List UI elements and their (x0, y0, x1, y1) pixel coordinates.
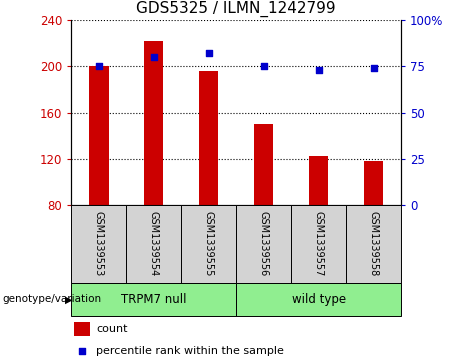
Point (95, 63, 103, 69)
Point (315, 67, 322, 73)
Text: GSM1339555: GSM1339555 (204, 211, 214, 277)
Text: GSM1339556: GSM1339556 (259, 212, 269, 277)
Text: count: count (96, 324, 128, 334)
Bar (144, 41, 164, 205)
Point (150, 54, 158, 60)
FancyBboxPatch shape (74, 322, 89, 336)
Bar (364, 161, 383, 205)
FancyBboxPatch shape (71, 283, 236, 316)
Text: genotype/variation: genotype/variation (2, 294, 101, 305)
Text: TRPM7 null: TRPM7 null (121, 293, 187, 306)
Point (370, 65, 377, 71)
Point (78, 348, 86, 354)
Bar (254, 124, 273, 205)
Text: GSM1339558: GSM1339558 (369, 212, 378, 277)
Text: GSM1339554: GSM1339554 (149, 212, 159, 277)
Text: percentile rank within the sample: percentile rank within the sample (96, 346, 284, 356)
FancyBboxPatch shape (126, 205, 181, 283)
FancyBboxPatch shape (291, 205, 346, 283)
Text: wild type: wild type (292, 293, 346, 306)
FancyBboxPatch shape (181, 205, 236, 283)
FancyBboxPatch shape (236, 205, 291, 283)
Bar (199, 71, 219, 205)
Text: ▶: ▶ (65, 294, 72, 305)
Point (260, 63, 267, 69)
Text: GSM1339553: GSM1339553 (94, 212, 104, 277)
FancyBboxPatch shape (236, 283, 401, 316)
Text: GSM1339557: GSM1339557 (313, 211, 324, 277)
FancyBboxPatch shape (71, 205, 126, 283)
Title: GDS5325 / ILMN_1242799: GDS5325 / ILMN_1242799 (136, 1, 336, 17)
FancyBboxPatch shape (346, 205, 401, 283)
Bar (309, 156, 328, 205)
Point (205, 50, 213, 56)
Bar (89, 66, 108, 205)
